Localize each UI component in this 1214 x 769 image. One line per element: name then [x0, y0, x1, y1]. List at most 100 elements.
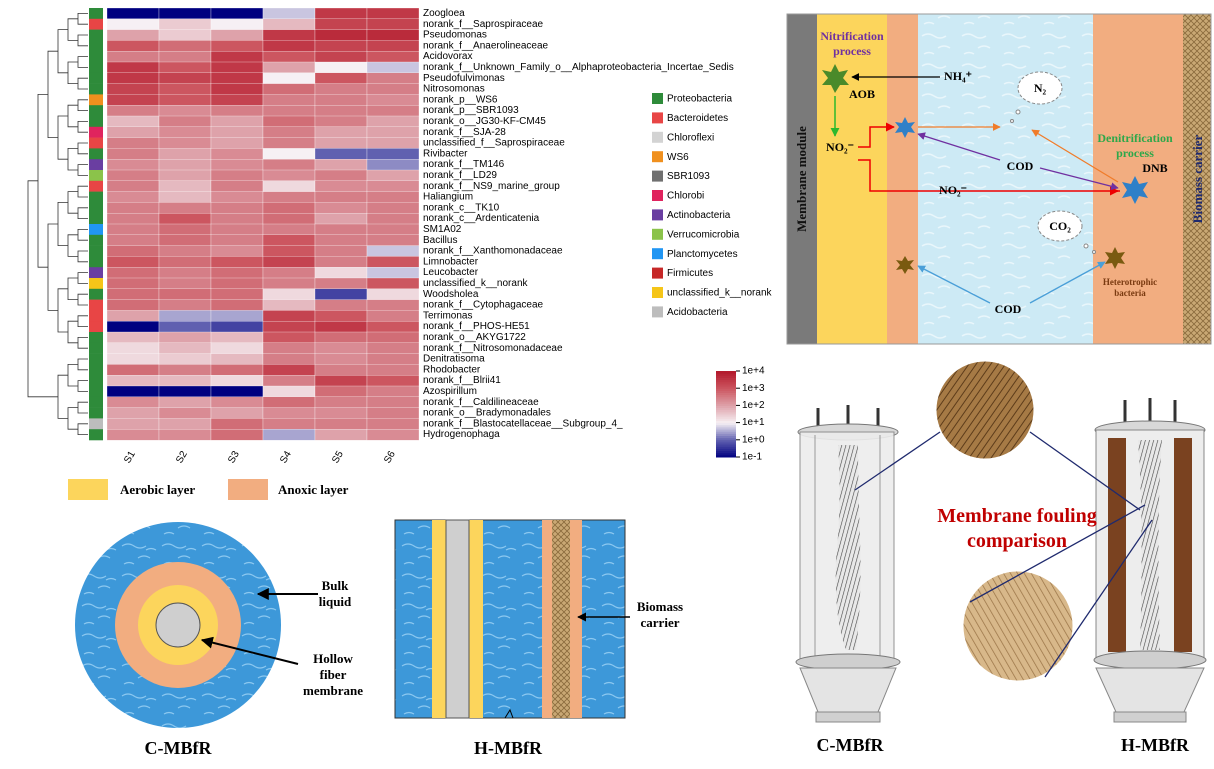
- label: Hollow: [313, 651, 353, 666]
- heat-cell: [158, 18, 212, 31]
- heat-cell: [314, 267, 368, 279]
- heat-cell: [106, 321, 160, 333]
- heat-cell: [210, 148, 264, 160]
- heat-cell: [366, 375, 420, 387]
- dendrogram: [27, 180, 58, 398]
- phylum-strip: [89, 180, 103, 192]
- row-label: Woodsholea: [423, 289, 479, 300]
- dendrogram: [77, 272, 88, 284]
- heat-cell: [158, 191, 212, 203]
- heat-cell: [158, 277, 212, 290]
- phylum-strip: [89, 18, 103, 30]
- label: carrier: [641, 615, 680, 630]
- dendrogram: [77, 56, 88, 68]
- dendrogram: [67, 61, 78, 84]
- heat-cell: [210, 72, 264, 85]
- heat-cell: [366, 29, 420, 41]
- label: COD: [995, 302, 1022, 316]
- phylum-strip: [89, 62, 103, 74]
- heat-cell: [210, 342, 264, 355]
- heat-cell: [366, 385, 420, 398]
- heat-cell: [210, 105, 264, 117]
- row-label: Denitratisoma: [423, 354, 485, 365]
- heat-cell: [262, 18, 316, 31]
- phylum-strip: [89, 321, 103, 333]
- heat-cell: [262, 375, 316, 387]
- heat-cell: [262, 7, 316, 20]
- colorbar-step: [716, 373, 736, 376]
- colorbar-step: [716, 433, 736, 436]
- heat-cell: [314, 429, 368, 441]
- dendrogram: [77, 34, 88, 47]
- heat-cell: [158, 126, 212, 139]
- heat-cell: [106, 385, 160, 398]
- heat-cell: [262, 418, 316, 430]
- dendrogram: [67, 320, 78, 344]
- label: CO₂: [1049, 219, 1071, 233]
- heat-cell: [210, 94, 264, 106]
- heat-cell: [210, 61, 264, 74]
- arrow: [1031, 129, 1119, 183]
- colorbar-label: 1e+3: [742, 383, 765, 394]
- heat-cell: [210, 418, 264, 430]
- phylum-strip: [89, 8, 103, 20]
- label: NO₂⁻: [939, 183, 967, 197]
- heat-cell: [262, 29, 316, 41]
- heat-cell: [262, 429, 316, 441]
- heat-cell: [210, 277, 264, 290]
- legend-label: unclassified_k__norank: [667, 288, 773, 299]
- heat-cell: [210, 234, 264, 247]
- heat-cell: [106, 267, 160, 279]
- heat-cell: [158, 407, 212, 419]
- dendrogram: [67, 277, 78, 300]
- heat-cell: [210, 364, 264, 376]
- colorbar-step: [716, 420, 736, 424]
- phylum-strip: [89, 267, 103, 279]
- heat-cell: [158, 72, 212, 85]
- heat-cell: [314, 7, 368, 20]
- title: C-MBfR: [145, 738, 213, 758]
- heat-cell: [314, 51, 368, 63]
- phylum-strip: [89, 170, 103, 182]
- heat-cell: [314, 223, 368, 236]
- legend-label: Bacteroidetes: [667, 113, 728, 124]
- dendrogram: [77, 77, 88, 90]
- phylum-strip: [89, 310, 103, 322]
- heat-cell: [210, 310, 264, 322]
- label: Denitrification: [1097, 131, 1173, 145]
- row-label: norank_f__Nitrosomonadaceae: [423, 343, 563, 354]
- label: liquid: [319, 594, 352, 609]
- row-label: norank_p__SBR1093: [423, 105, 519, 116]
- colorbar-step: [716, 388, 736, 391]
- heat-cell: [366, 213, 420, 225]
- heat-cell: [314, 234, 368, 247]
- heat-cell: [262, 342, 316, 355]
- legend-swatch: [652, 190, 663, 201]
- heat-cell: [314, 202, 368, 214]
- row-label: Acidovorax: [423, 51, 472, 62]
- heat-cell: [158, 299, 212, 311]
- label: Membrane module: [794, 126, 809, 232]
- arrow: [1039, 167, 1119, 191]
- heat-cell: [106, 51, 160, 63]
- swatch: [68, 479, 108, 500]
- dendrogram: [77, 358, 88, 371]
- legend-label: Proteobacteria: [667, 94, 732, 105]
- heat-cell: [262, 115, 316, 128]
- heat-cell: [262, 288, 316, 301]
- dendrogram: [57, 374, 68, 419]
- heat-cell: [106, 94, 160, 106]
- heat-cell: [314, 256, 368, 268]
- dendrogram: [77, 315, 88, 327]
- label: Nitrification: [820, 29, 884, 43]
- row-label: Terrimonas: [423, 310, 472, 321]
- heat-cell: [106, 40, 160, 52]
- phylum-strip: [89, 278, 103, 290]
- heat-cell: [158, 245, 212, 257]
- phylum-strip: [89, 288, 103, 300]
- heat-cell: [106, 7, 160, 20]
- row-label: norank_f__Caldilineaceae: [423, 397, 539, 408]
- dendrogram: [77, 121, 88, 133]
- heat-cell: [314, 105, 368, 117]
- heat-cell: [210, 7, 264, 20]
